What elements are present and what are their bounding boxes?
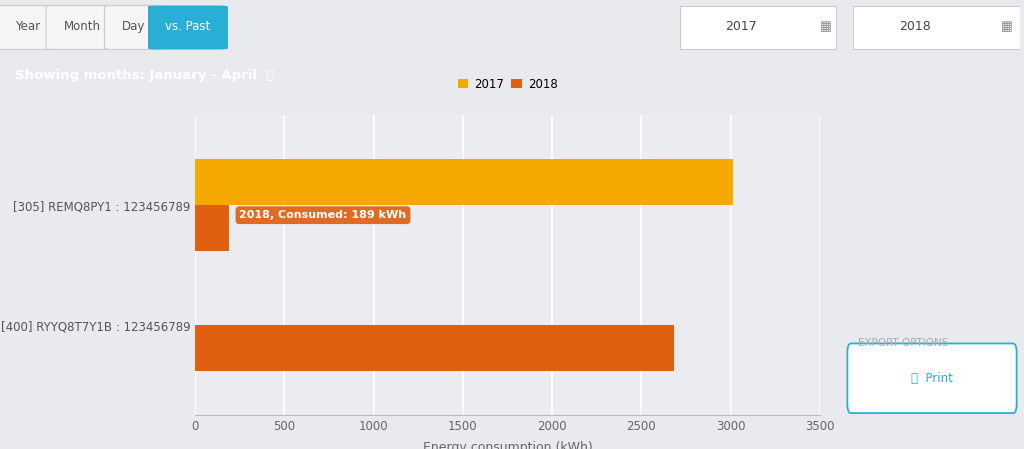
Text: ▦: ▦ bbox=[1000, 20, 1013, 33]
Bar bbox=[195, 205, 228, 251]
Text: EXPORT OPTIONS: EXPORT OPTIONS bbox=[858, 339, 949, 348]
Text: 2018: 2018 bbox=[899, 20, 931, 33]
FancyBboxPatch shape bbox=[848, 343, 1017, 413]
Text: 2017: 2017 bbox=[725, 20, 757, 33]
Text: ▦: ▦ bbox=[820, 20, 833, 33]
Text: vs. Past: vs. Past bbox=[165, 20, 211, 33]
FancyBboxPatch shape bbox=[46, 5, 119, 49]
Text: Showing months: January - April  ⓘ: Showing months: January - April ⓘ bbox=[15, 69, 274, 82]
FancyBboxPatch shape bbox=[853, 6, 1020, 49]
FancyBboxPatch shape bbox=[148, 5, 228, 49]
FancyBboxPatch shape bbox=[680, 6, 837, 49]
FancyBboxPatch shape bbox=[104, 5, 162, 49]
Text: 2018, Consumed: 189 kWh: 2018, Consumed: 189 kWh bbox=[240, 210, 407, 220]
X-axis label: Energy consumption (kWh): Energy consumption (kWh) bbox=[423, 441, 592, 449]
Text: ⎙  Print: ⎙ Print bbox=[911, 372, 953, 384]
Text: Month: Month bbox=[63, 20, 100, 33]
Legend: 2017, 2018: 2017, 2018 bbox=[453, 73, 562, 95]
FancyBboxPatch shape bbox=[0, 5, 60, 49]
Bar bbox=[195, 159, 732, 205]
Text: Day: Day bbox=[122, 20, 145, 33]
Text: Year: Year bbox=[15, 20, 41, 33]
Bar bbox=[195, 325, 674, 370]
